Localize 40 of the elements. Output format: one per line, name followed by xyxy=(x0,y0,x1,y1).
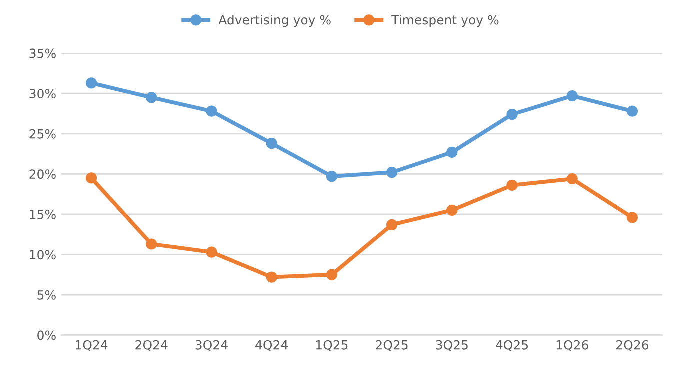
point xyxy=(506,180,518,192)
y-tick-label: 25% xyxy=(30,129,56,139)
legend-label: Timespent yoy % xyxy=(392,15,499,28)
y-tick-label: 35% xyxy=(30,48,56,58)
x-tick-label: 2Q25 xyxy=(376,340,408,352)
y-tick-label: 10% xyxy=(30,250,56,260)
y-tick-label: 20% xyxy=(30,170,56,180)
point xyxy=(386,219,398,230)
y-tick-label: 5% xyxy=(38,290,56,300)
point xyxy=(506,109,518,120)
point xyxy=(326,171,338,182)
legend-label: Advertising yoy % xyxy=(218,15,331,28)
x-tick-label: 3Q25 xyxy=(436,340,468,352)
x-tick-label: 4Q25 xyxy=(496,340,528,352)
x-tick-label: 1Q24 xyxy=(76,340,108,352)
point xyxy=(146,92,158,104)
point xyxy=(626,212,638,224)
x-tick-label: 1Q25 xyxy=(316,340,348,352)
point xyxy=(86,78,98,89)
x-tick-label: 2Q24 xyxy=(136,340,168,352)
y-tick-label: 30% xyxy=(30,89,56,99)
point xyxy=(266,272,278,283)
point xyxy=(386,167,398,178)
point xyxy=(206,106,218,117)
point xyxy=(566,173,578,185)
x-tick-label: 3Q24 xyxy=(196,340,228,352)
x-tick-label: 1Q26 xyxy=(556,340,588,352)
point xyxy=(266,138,278,150)
y-tick-label: 0% xyxy=(38,330,56,340)
point xyxy=(146,238,158,250)
point xyxy=(446,146,458,158)
x-tick-label: 2Q26 xyxy=(616,340,649,352)
point xyxy=(446,204,458,216)
point xyxy=(206,246,218,258)
point xyxy=(566,90,578,102)
x-tick-label: 4Q24 xyxy=(256,340,288,352)
point xyxy=(326,269,338,280)
y-tick-label: 15% xyxy=(30,210,56,220)
point xyxy=(626,106,638,117)
point xyxy=(86,172,98,184)
